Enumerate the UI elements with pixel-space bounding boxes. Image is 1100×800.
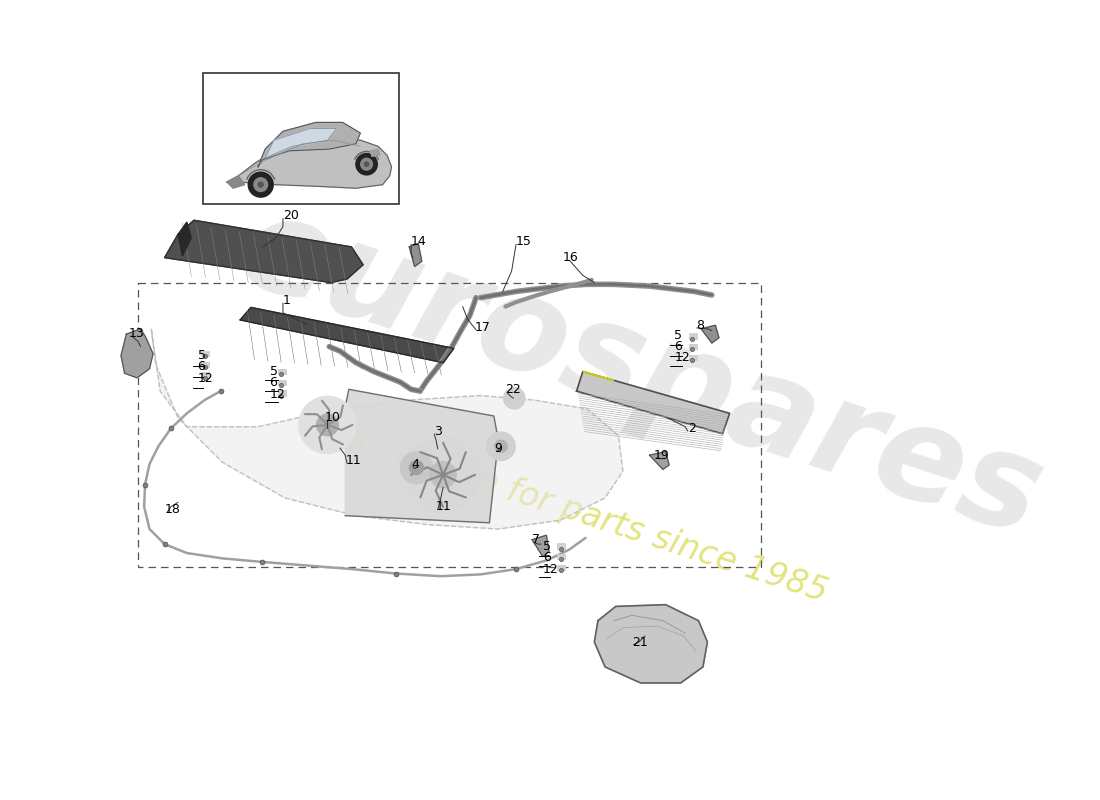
Text: 10: 10 [324,411,341,424]
Polygon shape [701,326,719,343]
Bar [557,543,565,549]
Text: 14: 14 [411,235,427,248]
Bar [689,344,696,350]
Text: 18: 18 [165,503,180,516]
Circle shape [249,172,273,197]
Polygon shape [371,149,380,156]
Text: 5: 5 [542,540,551,554]
Text: 21: 21 [631,635,648,649]
Text: 12: 12 [674,350,690,364]
Bar [689,354,696,360]
Text: 11: 11 [436,500,452,514]
Circle shape [409,461,424,474]
Circle shape [495,440,507,453]
Circle shape [406,438,481,512]
Polygon shape [178,222,191,256]
Polygon shape [650,452,669,470]
Text: 17: 17 [474,321,491,334]
Polygon shape [165,220,363,282]
Circle shape [356,154,377,175]
Bar [277,379,286,385]
Bar [557,565,565,570]
Bar [689,334,696,338]
Text: 12: 12 [198,372,213,385]
Bar [138,282,761,567]
Bar [201,351,209,356]
Bar [202,73,398,204]
Text: eurospares: eurospares [224,184,1057,562]
Text: 6: 6 [270,376,277,389]
Polygon shape [409,243,421,266]
Text: 6: 6 [542,551,551,564]
Text: a passion for parts since 1985: a passion for parts since 1985 [342,422,832,610]
Text: 13: 13 [129,326,145,340]
Circle shape [254,178,267,191]
Text: 7: 7 [532,533,540,546]
Text: 3: 3 [434,425,442,438]
Polygon shape [227,176,244,188]
Circle shape [364,162,368,166]
Circle shape [430,462,456,488]
Circle shape [299,397,356,454]
Bar [277,369,286,374]
Text: 16: 16 [562,251,579,264]
Polygon shape [121,329,153,378]
Bar [201,373,209,378]
Circle shape [504,387,525,409]
Text: 9: 9 [494,442,502,455]
Bar [277,390,286,395]
Bar [557,554,565,559]
Polygon shape [258,122,361,167]
Text: 5: 5 [198,349,206,362]
Text: 8: 8 [696,318,704,332]
Circle shape [317,414,339,436]
Text: 11: 11 [345,454,361,467]
Text: 22: 22 [505,383,521,396]
Text: 12: 12 [270,388,285,401]
Text: 2: 2 [688,422,695,435]
Circle shape [258,182,263,187]
Polygon shape [594,605,707,683]
Text: 15: 15 [516,235,532,248]
Circle shape [361,158,373,170]
Bar [201,362,209,367]
Text: 6: 6 [198,360,206,373]
Polygon shape [576,371,729,434]
Polygon shape [532,535,549,557]
Polygon shape [345,390,498,522]
Circle shape [400,452,432,484]
Text: 19: 19 [654,449,670,462]
Polygon shape [227,138,392,188]
Text: 12: 12 [542,562,559,575]
Circle shape [486,432,515,461]
Text: 5: 5 [270,365,277,378]
Text: 5: 5 [674,330,682,342]
Text: 1: 1 [283,294,290,307]
Text: 6: 6 [674,340,682,353]
Polygon shape [583,371,614,381]
Polygon shape [152,329,623,529]
Text: 20: 20 [283,210,299,222]
Text: 4: 4 [411,458,419,470]
Polygon shape [265,129,337,158]
Polygon shape [240,307,454,362]
